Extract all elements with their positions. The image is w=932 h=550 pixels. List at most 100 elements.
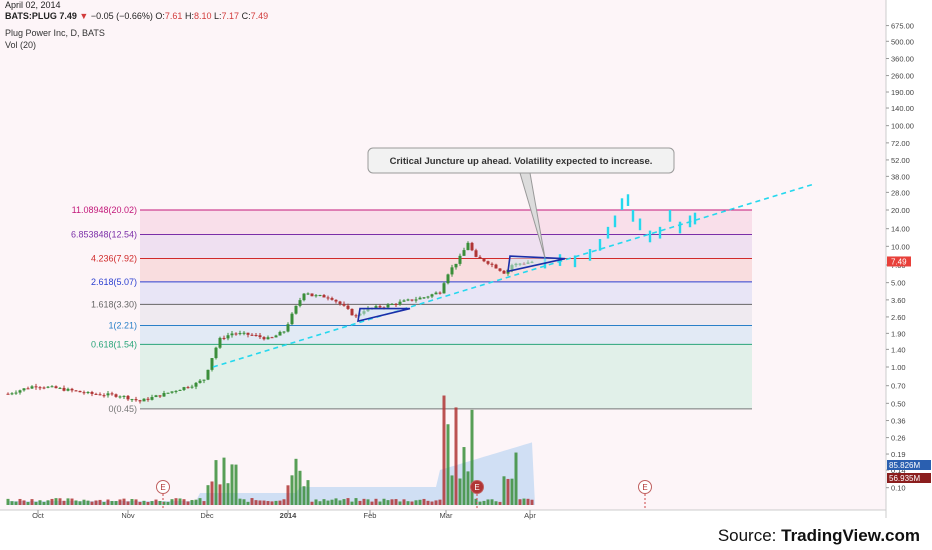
volume-current-label: 56.935M xyxy=(889,474,920,483)
volume-bar xyxy=(246,501,250,505)
price-tick-label: 0.50 xyxy=(891,399,906,408)
candle-body xyxy=(182,387,186,390)
triangle-pattern[interactable] xyxy=(507,255,566,273)
price-axis[interactable]: 675.00 500.00 360.00 260.00 190.00 140.00 100.… xyxy=(886,22,931,493)
price-tick-label: 0.10 xyxy=(891,484,906,493)
volume-bar xyxy=(306,480,310,505)
candle-body xyxy=(418,297,422,300)
event-marker-label: E xyxy=(160,483,165,492)
candle-body xyxy=(490,263,494,265)
high-label: H: xyxy=(184,11,194,21)
fib-level-label: 11.08948(20.02) xyxy=(72,205,137,215)
projected-candle xyxy=(573,255,577,268)
symbol[interactable]: BATS:PLUG xyxy=(5,11,57,21)
volume-bar xyxy=(254,500,258,505)
volume-bar xyxy=(262,500,266,505)
instrument-title[interactable]: Plug Power Inc, D, BATS xyxy=(5,28,105,38)
candle-body xyxy=(246,332,250,335)
price-tick-label: 52.00 xyxy=(891,156,910,165)
candle-body xyxy=(298,300,302,306)
close-value: 7.49 xyxy=(250,11,269,21)
candle-body xyxy=(406,299,410,301)
earnings-event-icon[interactable] xyxy=(470,480,484,494)
candle-body xyxy=(398,301,402,305)
volume-bar xyxy=(334,498,338,505)
support-trendline[interactable] xyxy=(212,182,816,368)
candle-body xyxy=(214,347,218,359)
time-axis[interactable]: Oct Nov Dec 2014 Feb Mar Apr xyxy=(32,510,536,520)
volume-bar xyxy=(282,499,286,505)
candle-body xyxy=(102,395,106,397)
volume-bar xyxy=(110,501,114,505)
candle-body xyxy=(134,399,138,401)
volume-bar xyxy=(34,501,38,505)
time-tick-label: Mar xyxy=(440,511,453,520)
drawings-layer[interactable] xyxy=(212,182,816,368)
time-tick-label: Dec xyxy=(200,511,214,520)
candle-body xyxy=(226,335,230,339)
volume-bar xyxy=(222,457,226,505)
volume-bar xyxy=(198,498,202,505)
volume-bar xyxy=(78,501,82,505)
candle-body xyxy=(38,387,42,389)
candle-body xyxy=(326,297,330,299)
volume-bar xyxy=(190,499,194,505)
volume-bar xyxy=(526,498,530,505)
time-tick-label: Oct xyxy=(32,511,45,520)
volume-bar xyxy=(406,501,410,505)
candle-body xyxy=(274,335,278,338)
candle-body xyxy=(458,255,462,264)
triangle-pattern[interactable] xyxy=(357,307,411,323)
callout-annotation[interactable]: Critical Juncture up ahead. Volatility e… xyxy=(367,147,675,259)
candle-body xyxy=(278,331,282,336)
last-price-marker xyxy=(887,256,911,267)
earnings-event-icon[interactable] xyxy=(638,480,652,494)
volume-bar xyxy=(86,500,90,505)
volume-bar xyxy=(286,485,290,505)
volume-bar xyxy=(326,500,330,505)
volume-bar xyxy=(418,499,422,505)
price-tick-label: 0.70 xyxy=(891,382,906,391)
earnings-event-icon[interactable] xyxy=(156,480,170,494)
volume-bar xyxy=(38,500,42,505)
volume-bar xyxy=(366,499,370,505)
candle-body xyxy=(190,386,194,388)
volume-bar xyxy=(346,498,350,505)
candle-body xyxy=(198,380,202,383)
candle-body xyxy=(166,392,170,394)
volume-bar xyxy=(374,498,378,505)
volume-bar xyxy=(70,498,74,505)
price-tick-label: 0.26 xyxy=(891,434,906,443)
candle-body xyxy=(306,293,310,295)
volume-bar xyxy=(454,407,458,505)
volume-bar xyxy=(182,499,186,505)
volume-bar xyxy=(46,500,50,505)
callout-box[interactable] xyxy=(367,147,675,174)
time-tick-label: 2014 xyxy=(280,511,298,520)
volume-bar xyxy=(382,498,386,505)
candle-body xyxy=(242,332,246,334)
candle-body xyxy=(178,389,182,391)
candle-body xyxy=(86,392,90,394)
volume-bar xyxy=(458,478,462,505)
low-value: 7.17 xyxy=(221,11,240,21)
candle-body xyxy=(474,250,478,257)
close-label: C: xyxy=(241,11,251,21)
candle-body xyxy=(426,296,430,298)
volume-bar xyxy=(126,501,130,505)
volume-bar xyxy=(82,499,86,505)
fib-zone xyxy=(140,344,752,409)
volume-bar xyxy=(426,500,430,505)
candle-body xyxy=(94,393,98,395)
candle-body xyxy=(338,301,342,304)
volume-bar xyxy=(18,498,22,505)
volume-avg-label: 85.826M xyxy=(889,461,920,470)
volume-bar xyxy=(490,499,494,505)
fibonacci-labels: 11.08948(20.02) 6.853848(12.54) 4.236(7.92… xyxy=(71,205,137,414)
volume-label-badge xyxy=(887,460,931,470)
low-label: L: xyxy=(214,11,222,21)
candle-body xyxy=(302,293,306,301)
volume-indicator-label[interactable]: Vol (20) xyxy=(5,40,37,50)
